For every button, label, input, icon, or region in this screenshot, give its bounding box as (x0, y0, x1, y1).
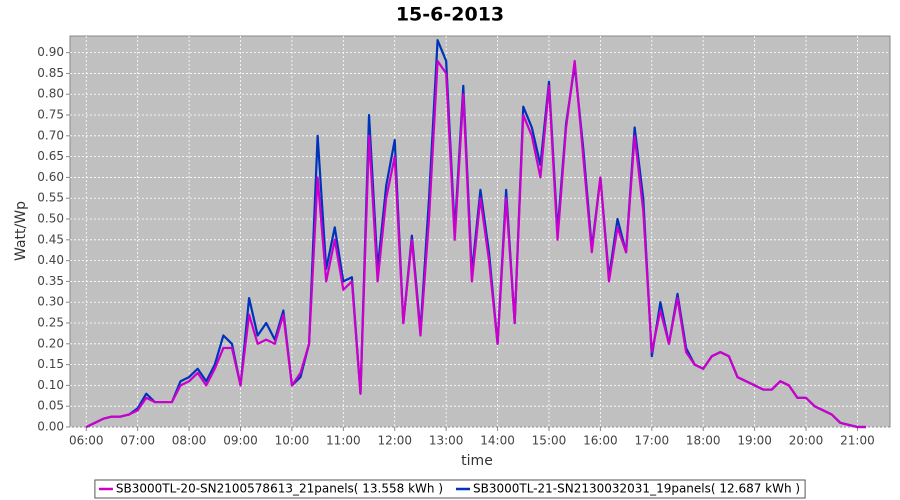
y-tick-label: 0.30 (37, 295, 64, 309)
legend-text: SB3000TL-21-SN2130032031_19panels( 12.68… (473, 482, 800, 496)
x-axis-label: time (461, 453, 493, 469)
y-tick-label: 0.00 (37, 420, 64, 434)
y-tick-label: 0.70 (37, 128, 64, 142)
y-tick-label: 0.10 (37, 378, 64, 392)
legend: SB3000TL-20-SN2100578613_21panels( 13.55… (94, 479, 806, 499)
y-tick-label: 0.15 (37, 357, 64, 371)
x-tick-label: 16:00 (583, 434, 618, 448)
x-tick-label: 06:00 (69, 434, 104, 448)
x-tick-label: 09:00 (223, 434, 258, 448)
series-line (85, 59, 867, 429)
x-tick-label: 07:00 (120, 434, 155, 448)
x-tick-label: 17:00 (635, 434, 670, 448)
y-tick-label: 0.20 (37, 336, 64, 350)
x-tick-label: 13:00 (429, 434, 464, 448)
lines (85, 39, 867, 429)
x-tick-label: 20:00 (789, 434, 824, 448)
x-tick-label: 18:00 (686, 434, 721, 448)
chart-title: 15-6-2013 (396, 4, 504, 26)
y-tick-label: 0.80 (37, 87, 64, 101)
x-tick-label: 10:00 (275, 434, 310, 448)
x-tick-label: 11:00 (326, 434, 361, 448)
x-tick-label: 08:00 (172, 434, 207, 448)
y-tick-label: 0.45 (37, 232, 64, 246)
y-tick-label: 0.25 (37, 316, 64, 330)
grid: 0.00 0.05 0.10 0.15 0.20 0.25 0.30 0.35 0.40 0.45… (37, 36, 890, 448)
y-tick-label: 0.90 (37, 45, 64, 59)
y-tick-label: 0.65 (37, 149, 64, 163)
y-tick-label: 0.85 (37, 66, 64, 80)
y-tick-label: 0.05 (37, 399, 64, 413)
legend-text: SB3000TL-20-SN2100578613_21panels( 13.55… (116, 482, 443, 496)
y-tick-label: 0.55 (37, 191, 64, 205)
x-tick-label: 15:00 (532, 434, 567, 448)
y-tick-label: 0.35 (37, 274, 64, 288)
plot-area (69, 35, 891, 428)
x-tick-label: 21:00 (840, 434, 875, 448)
x-tick-label: 19:00 (737, 434, 772, 448)
y-tick-label: 0.40 (37, 253, 64, 267)
legend-box (94, 479, 806, 499)
y-axis-label: Watt/Wp (13, 201, 29, 261)
y-tick-label: 0.60 (37, 170, 64, 184)
y-tick-label: 0.75 (37, 108, 64, 122)
x-tick-label: 14:00 (480, 434, 515, 448)
x-tick-label: 12:00 (377, 434, 412, 448)
y-tick-label: 0.50 (37, 212, 64, 226)
